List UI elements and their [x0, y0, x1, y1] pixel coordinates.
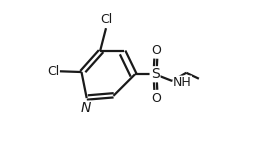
Text: O: O — [152, 44, 162, 57]
Text: N: N — [81, 101, 91, 115]
Text: O: O — [152, 92, 162, 105]
Text: Cl: Cl — [47, 65, 59, 78]
Text: Cl: Cl — [101, 13, 113, 26]
Text: S: S — [151, 67, 159, 81]
Text: NH: NH — [173, 76, 192, 89]
